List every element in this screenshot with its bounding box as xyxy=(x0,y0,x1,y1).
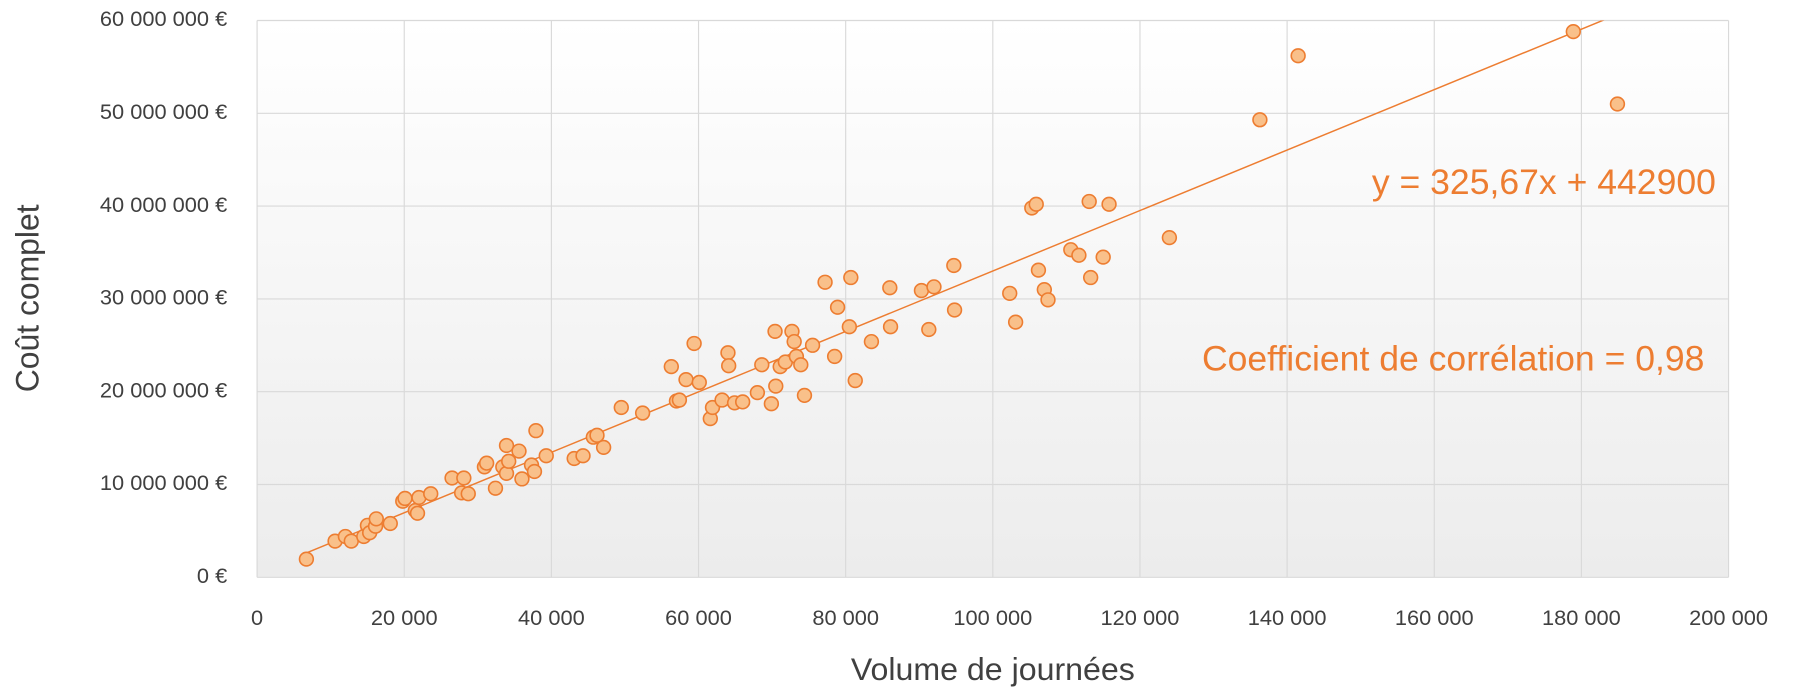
data-point xyxy=(768,378,784,394)
data-point xyxy=(843,269,859,286)
y-tick-label: 20 000 000 € xyxy=(100,377,227,402)
data-point xyxy=(721,358,737,374)
data-point xyxy=(1565,24,1581,40)
data-point xyxy=(946,257,962,274)
y-tick-label: 60 000 000 € xyxy=(100,6,227,31)
data-point xyxy=(882,280,898,296)
data-point xyxy=(498,437,515,454)
data-point xyxy=(882,319,899,335)
data-point xyxy=(1007,314,1024,330)
data-point xyxy=(663,359,680,375)
data-point xyxy=(382,515,398,532)
data-point xyxy=(829,299,846,315)
data-point xyxy=(796,387,813,404)
data-point xyxy=(538,448,554,464)
x-tick-label: 0 xyxy=(251,605,263,630)
y-tick-label: 10 000 000 € xyxy=(100,470,227,495)
x-axis-title: Volume de journées xyxy=(851,651,1135,687)
data-point xyxy=(841,319,858,335)
data-point xyxy=(678,372,694,388)
data-point xyxy=(847,372,863,389)
data-point xyxy=(691,374,707,391)
data-point xyxy=(786,333,802,350)
data-point xyxy=(804,337,821,353)
correlation-note: Coefficient de corrélation = 0,98 xyxy=(1202,338,1704,378)
data-point xyxy=(1030,262,1047,278)
data-point xyxy=(368,511,384,527)
data-point xyxy=(1252,112,1268,128)
data-point xyxy=(714,392,730,408)
x-tick-label: 160 000 xyxy=(1395,605,1474,630)
data-point xyxy=(921,321,937,338)
data-point xyxy=(634,405,651,421)
data-point xyxy=(478,455,495,471)
y-tick-label: 0 € xyxy=(197,563,227,588)
data-point xyxy=(1161,230,1178,246)
data-point xyxy=(1290,48,1306,64)
x-tick-label: 20 000 xyxy=(371,605,438,630)
data-point xyxy=(793,357,809,373)
x-tick-label: 140 000 xyxy=(1248,605,1327,630)
data-point xyxy=(409,505,426,521)
y-axis-title: Coût complet xyxy=(9,204,45,392)
data-point xyxy=(1071,247,1087,263)
data-point xyxy=(720,345,736,361)
data-point xyxy=(397,490,413,507)
data-point xyxy=(1002,285,1018,301)
y-tick-label: 30 000 000 € xyxy=(100,285,227,310)
data-point xyxy=(826,348,843,365)
data-point xyxy=(528,423,544,439)
x-tick-label: 180 000 xyxy=(1542,605,1621,630)
y-tick-label: 50 000 000 € xyxy=(100,99,227,124)
data-point xyxy=(1082,269,1099,286)
data-point xyxy=(754,357,770,373)
data-point xyxy=(686,335,702,352)
data-point xyxy=(946,302,963,318)
x-tick-label: 80 000 xyxy=(812,605,879,630)
data-point xyxy=(511,443,527,459)
data-point xyxy=(595,439,612,456)
data-point xyxy=(514,471,530,487)
data-point xyxy=(1609,96,1626,112)
data-point xyxy=(487,480,504,496)
y-tick-label: 40 000 000 € xyxy=(100,192,227,217)
data-point xyxy=(589,427,605,443)
x-tick-label: 200 000 xyxy=(1689,605,1768,630)
data-point xyxy=(613,399,629,416)
data-point xyxy=(460,486,476,502)
data-point xyxy=(749,384,766,401)
data-point xyxy=(817,274,833,290)
data-point xyxy=(734,394,751,410)
data-point xyxy=(671,392,688,408)
trend-equation: y = 325,67x + 442900 xyxy=(1372,162,1716,202)
x-tick-label: 40 000 xyxy=(518,605,585,630)
data-point xyxy=(863,333,880,350)
data-point xyxy=(501,453,517,469)
x-tick-label: 100 000 xyxy=(953,605,1032,630)
x-tick-label: 120 000 xyxy=(1101,605,1180,630)
data-point xyxy=(1081,193,1097,210)
data-point xyxy=(767,323,783,340)
data-point xyxy=(913,282,930,299)
data-point xyxy=(423,486,439,502)
data-point xyxy=(298,551,315,567)
data-point xyxy=(763,396,780,412)
x-tick-label: 60 000 xyxy=(665,605,732,630)
data-point xyxy=(526,463,543,480)
data-point xyxy=(1101,196,1117,212)
data-point xyxy=(926,279,942,295)
data-point xyxy=(456,470,472,486)
data-point xyxy=(1040,292,1056,308)
data-point xyxy=(1028,196,1044,212)
data-point xyxy=(575,448,591,464)
data-point xyxy=(1095,249,1111,265)
